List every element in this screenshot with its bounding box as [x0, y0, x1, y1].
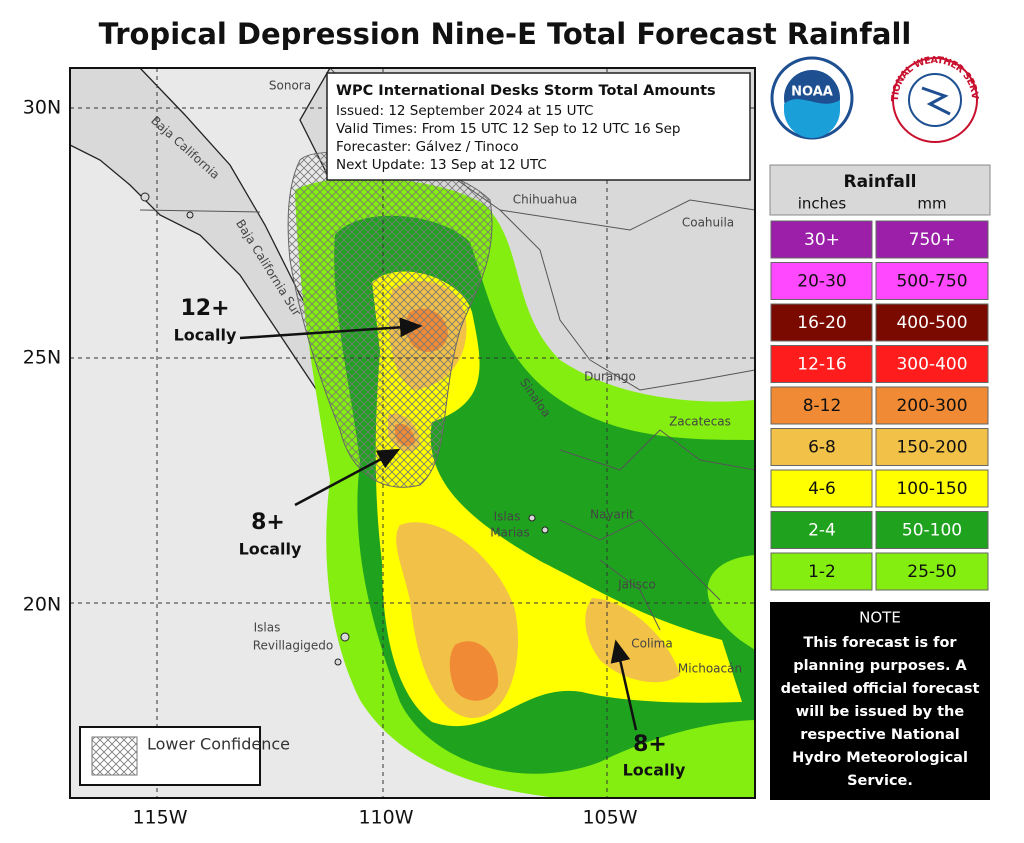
place: Sonora	[269, 79, 311, 93]
annotation-note: Locally	[174, 326, 237, 345]
title: Tropical Depression Nine-E Total Forecas…	[99, 17, 912, 51]
legend-swatch	[770, 428, 873, 466]
legend-swatch	[875, 303, 989, 342]
place: Jalisco	[617, 578, 656, 592]
note-line: Service.	[847, 773, 913, 789]
legend-unit: mm	[917, 195, 946, 213]
info-line: Next Update: 13 Sep at 12 UTC	[336, 157, 547, 173]
longitude-label: 115W	[132, 807, 187, 829]
longitude-label: 105W	[582, 807, 637, 829]
map	[70, 68, 755, 798]
note-line: planning purposes. A	[793, 658, 967, 674]
info-line: Valid Times: From 15 UTC 12 Sep to 12 UT…	[336, 121, 680, 137]
legend-mm: 50-100	[902, 521, 962, 541]
note-heading: NOTE	[859, 609, 901, 627]
place: Revillagigedo	[253, 639, 334, 653]
lat-lon-labels: 30N 25N 20N 115W 110W 105W	[23, 97, 638, 829]
annotation-note: Locally	[239, 540, 302, 559]
legend-swatch	[770, 220, 873, 259]
legend-swatch	[770, 552, 873, 591]
latitude-label: 25N	[23, 347, 61, 369]
info-line: Issued: 12 September 2024 at 15 UTC	[336, 103, 593, 119]
legend-mm: 400-500	[896, 313, 967, 333]
legend-title: Rainfall	[843, 172, 916, 192]
place: Colima	[631, 637, 672, 651]
legend-swatch	[770, 469, 873, 508]
legend-inches: 6-8	[808, 438, 836, 458]
latitude-label: 20N	[23, 594, 61, 616]
legend-inches: 16-20	[797, 313, 846, 333]
legend-mm: 750+	[909, 230, 956, 250]
legend-inches: 2-4	[808, 521, 836, 541]
legend-inches: 20-30	[797, 272, 846, 292]
legend-unit: inches	[798, 195, 847, 213]
note-line: Hydro Meteorological	[792, 750, 968, 766]
info-heading: WPC International Desks Storm Total Amou…	[336, 83, 716, 99]
latitude-label: 30N	[23, 97, 61, 119]
annotations: 12+ Locally 8+ Locally 8+ Locally	[174, 296, 686, 780]
legend-swatch	[770, 511, 873, 549]
rain-8-12	[395, 308, 499, 701]
annotation-amount: 8+	[633, 732, 667, 757]
confidence-label: Lower Confidence	[147, 735, 290, 754]
legend-swatch	[875, 386, 989, 425]
annotation-amount: 8+	[251, 510, 285, 535]
legend-inches: 4-6	[808, 479, 836, 499]
place: Coahuila	[682, 216, 734, 230]
noaa-logo: NOAA	[770, 56, 854, 140]
legend-swatch	[875, 511, 989, 549]
legend-mm: 100-150	[896, 479, 967, 499]
legend-inches: 1-2	[808, 562, 836, 582]
legend: Rainfall inches mm 30+ 750+ 20-30 500-750 16…	[769, 164, 991, 591]
legend-swatch	[770, 386, 873, 425]
note-box: NOTE This forecast is for planning purpo…	[770, 602, 990, 800]
annotation-amount: 12+	[180, 296, 229, 321]
note-line: detailed official forecast	[781, 681, 980, 697]
place: Chihuahua	[513, 193, 577, 207]
map-frame	[69, 67, 756, 799]
legend-mm: 500-750	[896, 272, 967, 292]
legend-swatch	[875, 428, 989, 466]
confidence-key: Lower Confidence	[79, 726, 290, 786]
legend-swatch	[875, 552, 989, 591]
state-borders	[139, 68, 755, 631]
legend-swatch	[875, 262, 989, 300]
info-box: WPC International Desks Storm Total Amou…	[326, 72, 751, 181]
place: Islas	[254, 621, 281, 635]
legend-swatch	[770, 303, 873, 342]
legend-swatch	[875, 345, 989, 383]
note-line: respective National	[800, 727, 960, 743]
note-line: will be issued by the	[796, 704, 965, 720]
legend-inches: 30+	[804, 230, 840, 250]
islands	[140, 192, 549, 666]
legend-swatch	[770, 262, 873, 300]
legend-inches: 12-16	[797, 355, 846, 375]
graticule	[70, 68, 755, 798]
place: Nayarit	[590, 508, 634, 522]
legend-mm: 150-200	[896, 438, 967, 458]
rain-6-8	[388, 281, 680, 719]
legend-mm: 300-400	[896, 355, 967, 375]
place: Durango	[584, 370, 636, 384]
place: Islas	[494, 510, 521, 524]
legend-mm: 200-300	[896, 396, 967, 416]
legend-swatch	[875, 469, 989, 508]
legend-swatch	[770, 345, 873, 383]
lower-confidence-area	[287, 151, 493, 488]
note-line: This forecast is for	[803, 635, 957, 651]
place: Zacatecas	[669, 415, 731, 429]
legend-swatch	[875, 220, 989, 259]
legend-mm: 25-50	[907, 562, 956, 582]
place: Michoacán	[678, 662, 742, 676]
info-line: Forecaster: Gálvez / Tinoco	[336, 139, 519, 155]
legend-inches: 8-12	[803, 396, 842, 416]
longitude-label: 110W	[358, 807, 413, 829]
place: Marias	[490, 526, 530, 540]
annotation-note: Locally	[623, 761, 686, 780]
noaa-text: NOAA	[791, 85, 833, 100]
